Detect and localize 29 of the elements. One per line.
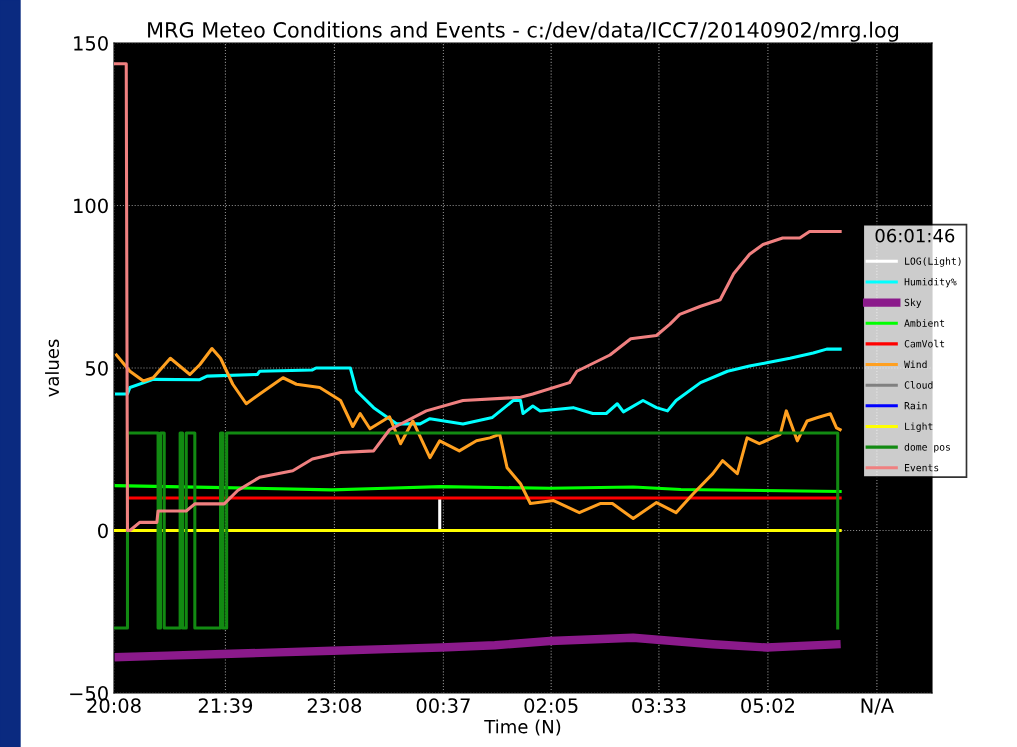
legend-label: Ambient xyxy=(904,319,945,327)
legend-label: Sky xyxy=(904,298,922,309)
y-tick-label: 0 xyxy=(98,523,108,539)
y-tick-label: 100 xyxy=(74,198,108,214)
legend-title: 06:01:46 xyxy=(875,228,955,243)
x-tick-label: 05:02 xyxy=(741,698,794,713)
line-series xyxy=(114,347,842,426)
legend-label: CamVolt xyxy=(904,339,945,348)
x-tick-label: 00:37 xyxy=(416,698,470,713)
legend-label: Humidity% xyxy=(904,277,957,288)
x-tick-label: 03:33 xyxy=(632,698,686,713)
line-series xyxy=(114,346,842,520)
x-tick-label: 02:05 xyxy=(524,698,578,713)
x-tick-label: 23:08 xyxy=(307,698,362,713)
x-axis-title: Time (N) xyxy=(484,719,561,736)
y-axis-title: values xyxy=(45,339,60,397)
legend-label: Light xyxy=(905,422,933,432)
legend-label: dome pos xyxy=(904,443,950,453)
line-series xyxy=(114,62,842,533)
y-tick-label: 150 xyxy=(74,35,108,51)
x-tick-label: N/A xyxy=(861,698,894,715)
legend-label: LOG(Light) xyxy=(905,257,961,267)
legend-label: Wind xyxy=(904,360,927,369)
legend-label: Events xyxy=(905,464,939,472)
x-tick-label: 21:39 xyxy=(198,698,253,713)
chart-title: MRG Meteo Conditions and Events - c:/dev/data/ICC7/20140902/mrg.log xyxy=(148,21,899,42)
legend-label: Cloud xyxy=(904,381,933,389)
y-tick-label: 50 xyxy=(85,360,108,376)
legend-label: Rain xyxy=(904,401,927,410)
